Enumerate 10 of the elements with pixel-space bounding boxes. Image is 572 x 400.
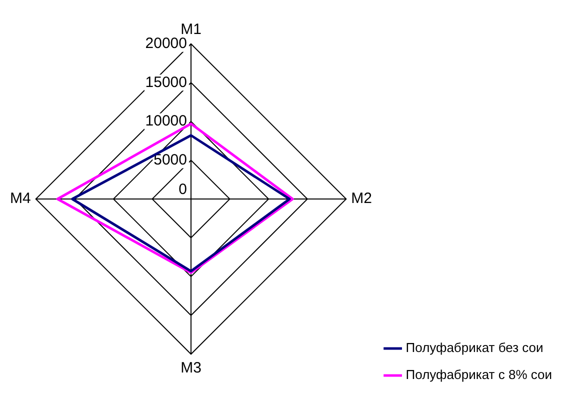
legend-label: Полуфабрикат без сои [406, 340, 544, 356]
y-tick-label: 20000 [145, 34, 187, 52]
spoke-label: M2 [351, 190, 372, 208]
y-tick-label: 15000 [145, 74, 187, 91]
y-tick-label: 5000 [154, 151, 187, 168]
y-tick-label: 0 [178, 181, 187, 198]
spoke-label: M3 [180, 359, 202, 376]
spoke-label: M4 [10, 190, 31, 208]
y-tick-label: 10000 [145, 112, 187, 130]
legend-label: Полуфабрикат с 8% сои [406, 367, 552, 382]
